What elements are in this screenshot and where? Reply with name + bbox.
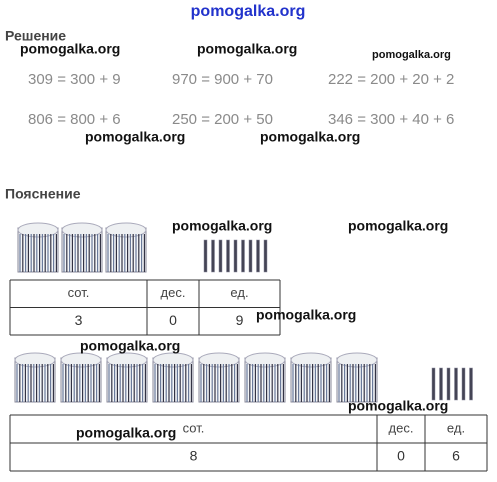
bundle-top	[152, 352, 194, 368]
equation: 970 = 900 + 70	[172, 71, 273, 88]
stick	[218, 239, 223, 273]
bundle-top	[336, 352, 378, 368]
bundle-top	[244, 352, 286, 368]
stick-bundle	[61, 222, 103, 273]
place-value-table: сот. 3 дес. 0 ед. 9	[9, 279, 281, 336]
section-heading: Пояснение	[5, 186, 81, 202]
stick	[203, 239, 208, 273]
stick	[461, 367, 466, 401]
place-value-table: сот. 8 дес. 0 ед. 6	[9, 414, 488, 472]
bundle-top	[290, 352, 332, 368]
bundle-top	[60, 352, 102, 368]
bundle-top	[17, 222, 59, 238]
watermark: pomogalka.org	[80, 338, 180, 354]
equation: 806 = 800 + 6	[28, 111, 121, 128]
table-cell: 8	[190, 448, 198, 464]
table-cell: 0	[169, 312, 177, 328]
equation: 309 = 300 + 9	[28, 71, 121, 88]
watermark: pomogalka.org	[76, 425, 176, 441]
stick	[431, 367, 436, 401]
bundle-top	[61, 222, 103, 238]
stick-bundle	[290, 352, 332, 403]
bundle-top	[198, 352, 240, 368]
stick	[446, 367, 451, 401]
watermark: pomogalka.org	[260, 129, 360, 145]
stick-bundle	[106, 352, 148, 403]
bundle-top	[14, 352, 56, 368]
table-header-cell: дес.	[389, 420, 414, 435]
table-header-cell: ед.	[447, 420, 465, 435]
table-cell: 6	[452, 448, 460, 464]
equation: 222 = 200 + 20 + 2	[328, 71, 454, 88]
stick	[454, 367, 458, 401]
stick-bundle	[14, 352, 56, 403]
stick-bundle	[105, 222, 147, 273]
table-cell: 3	[75, 312, 83, 328]
stick	[248, 239, 253, 273]
bundle-top	[106, 352, 148, 368]
site-title: pomogalka.org	[191, 3, 306, 20]
stick	[241, 239, 245, 273]
watermark: pomogalka.org	[172, 218, 272, 234]
stick	[263, 239, 268, 273]
stick	[256, 239, 260, 273]
equation: 250 = 200 + 50	[172, 111, 273, 128]
watermark: pomogalka.org	[348, 218, 448, 234]
watermark: pomogalka.org	[256, 307, 356, 323]
stick-bundle	[198, 352, 240, 403]
stick-bundle	[60, 352, 102, 403]
table-cell: 0	[397, 448, 405, 464]
stick	[469, 367, 473, 401]
stick-bundle	[152, 352, 194, 403]
table-header-cell: сот.	[183, 420, 205, 435]
bundle-top	[105, 222, 147, 238]
watermark: pomogalka.org	[85, 129, 185, 145]
table-header-cell: сот.	[68, 285, 90, 300]
stick	[439, 367, 443, 401]
stick-bundle	[17, 222, 59, 273]
stick-bundle	[244, 352, 286, 403]
watermark: pomogalka.org	[372, 49, 451, 61]
equation: 346 = 300 + 40 + 6	[328, 111, 454, 128]
stick	[226, 239, 230, 273]
watermark: pomogalka.org	[197, 41, 297, 57]
watermark: pomogalka.org	[348, 398, 448, 414]
stick-bundle	[336, 352, 378, 403]
table-header-cell: ед.	[230, 285, 248, 300]
table-cell: 9	[236, 312, 244, 328]
section-heading: Решение	[5, 28, 66, 44]
table-header-cell: дес.	[161, 285, 186, 300]
stick	[233, 239, 238, 273]
watermark: pomogalka.org	[20, 41, 120, 57]
stick	[211, 239, 215, 273]
